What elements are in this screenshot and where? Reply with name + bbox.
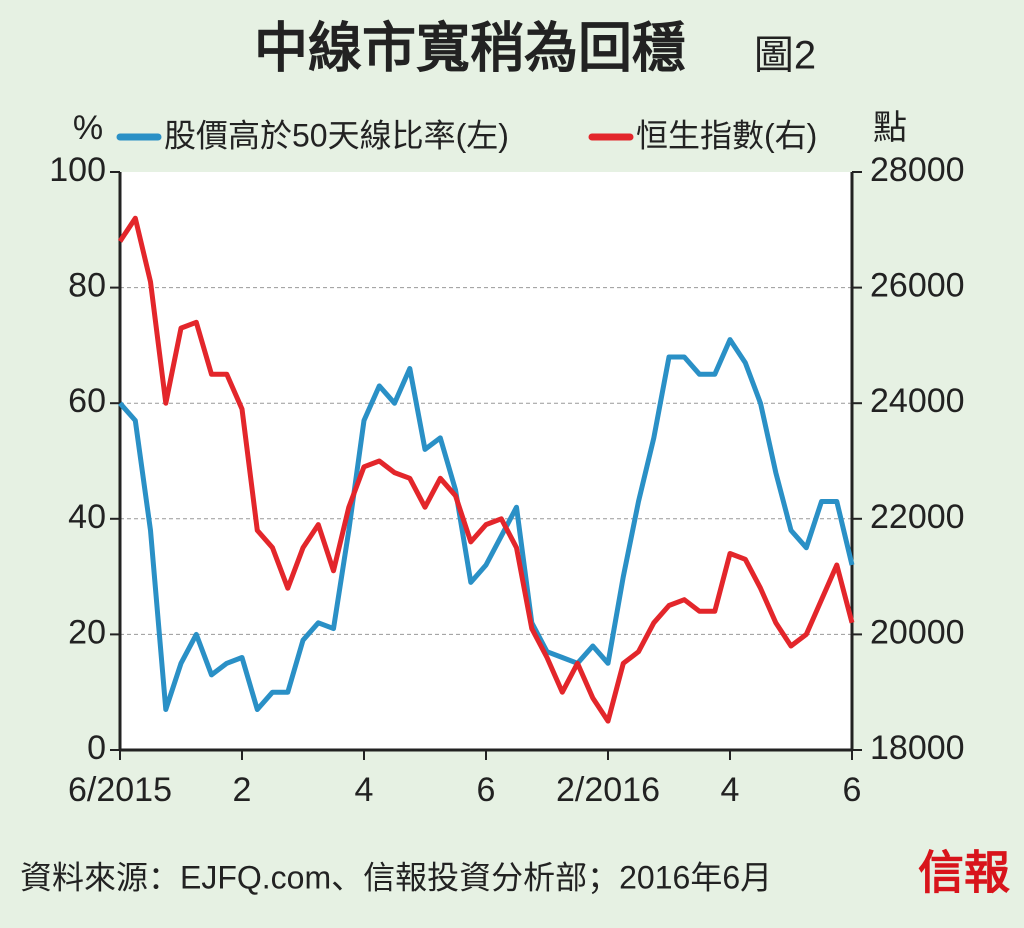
x-tick-label: 2/2016 [556,771,660,809]
plot-area [120,172,852,750]
y2-tick-label: 28000 [870,151,965,189]
y-tick-label: 20 [68,613,106,651]
x-tick-label: 2 [233,771,252,809]
x-tick-label: 4 [355,771,374,809]
y-tick-label: 60 [68,382,106,420]
y-tick-label: 80 [68,267,106,305]
data-line [117,215,855,724]
y-axis-label: % [73,109,103,147]
y2-tick-label: 20000 [870,613,965,651]
y2-tick-label: 22000 [870,498,965,536]
legend-label: 股價高於50天線比率(左) [164,117,509,153]
y-tick-label: 40 [68,498,106,536]
source-note: 資料來源：EJFQ.com、信報投資分析部；2016年6月 [20,859,772,895]
x-tick-label: 6 [843,771,862,809]
chart-title: 中線市寬稍為回穩 [254,18,686,78]
y2-axis-label: 點 [873,109,907,147]
y2-tick-label: 24000 [870,382,965,420]
y2-tick-label: 18000 [870,729,965,767]
legend-label: 恒生指數(右) [636,117,817,153]
x-tick-label: 6 [477,771,496,809]
x-tick-label: 4 [721,771,740,809]
chart-subtitle: 圖2 [754,34,816,78]
y2-tick-label: 26000 [870,267,965,305]
logo: 信報 [918,848,1010,899]
y-tick-label: 100 [49,151,106,189]
data-line [118,337,855,712]
x-tick-label: 6/2015 [68,771,172,809]
y-tick-label: 0 [87,729,106,767]
